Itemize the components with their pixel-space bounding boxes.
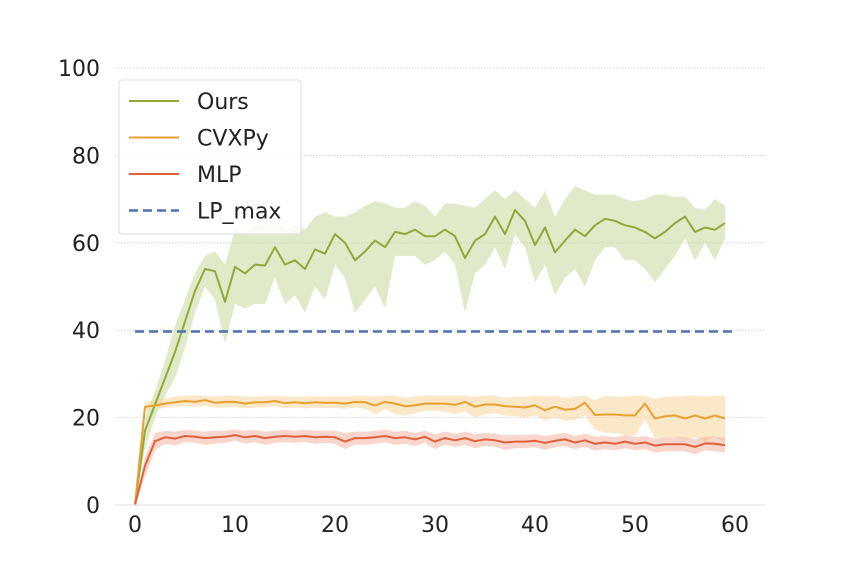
axes: 0 20 40 60 80 100 0 10 20 30 40 50 60: [58, 57, 765, 538]
legend-label-cvxpy: CVXPy: [197, 127, 269, 152]
x-tick-label: 30: [421, 513, 449, 538]
y-tick-label: 40: [72, 319, 100, 344]
x-tick-label: 60: [721, 513, 749, 538]
legend-label-lp-max: LP_max: [197, 200, 281, 225]
x-tick-label: 10: [221, 513, 249, 538]
legend-box: [118, 79, 302, 235]
band-ours: [135, 186, 725, 505]
legend-label-mlp: MLP: [197, 163, 242, 188]
line-mlp: [134, 434, 726, 506]
line-cvxpy: [134, 399, 726, 506]
x-tick-label: 40: [521, 513, 549, 538]
x-tick-label: 0: [128, 513, 142, 538]
y-tick-label: 0: [86, 494, 100, 519]
band-mlp: [135, 429, 725, 505]
legend: Ours CVXPy MLP LP_max: [118, 79, 302, 235]
x-tick-label: 50: [621, 513, 649, 538]
confidence-bands: [135, 186, 725, 505]
band-cvxpy: [135, 395, 725, 505]
y-tick-label: 60: [72, 232, 100, 257]
y-tick-label: 100: [58, 57, 100, 82]
y-tick-label: 80: [72, 144, 100, 169]
legend-label-ours: Ours: [197, 90, 249, 115]
series-lines: [134, 209, 735, 506]
line-ours: [134, 209, 726, 506]
x-tick-label: 20: [321, 513, 349, 538]
y-tick-label: 20: [72, 407, 100, 432]
